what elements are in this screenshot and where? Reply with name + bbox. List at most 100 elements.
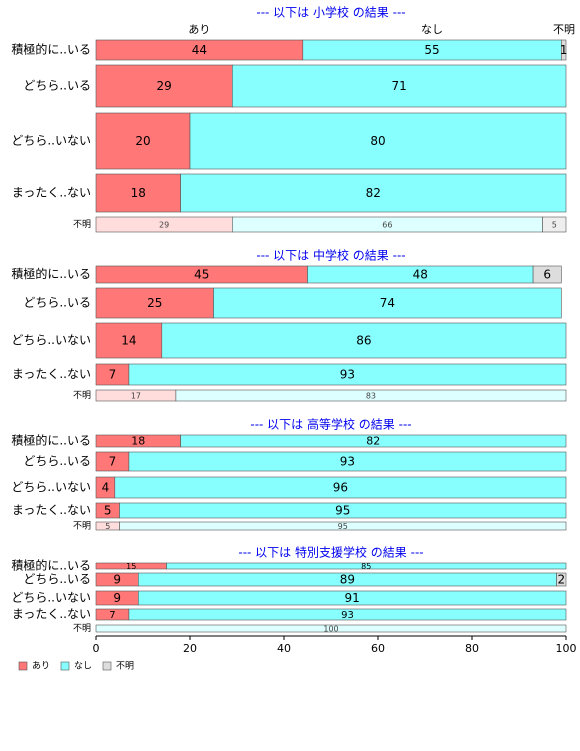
- data-label: 18: [131, 186, 146, 200]
- data-label: 96: [333, 481, 348, 495]
- data-label: 93: [340, 368, 355, 382]
- row-label: まったく..ない: [12, 367, 91, 381]
- data-label: 2: [557, 573, 565, 587]
- bar-segment: [166, 562, 567, 570]
- bar-segment: [180, 434, 567, 448]
- data-label: 86: [356, 334, 371, 348]
- data-label: 9: [113, 573, 121, 587]
- bar-segment: [128, 451, 567, 472]
- panel-title: --- 以下は 特別支援学校 の結果 ---: [238, 545, 423, 560]
- row-label: どちら..いない: [11, 591, 91, 605]
- data-label: 20: [135, 134, 150, 148]
- legend-label: あり: [32, 661, 50, 672]
- data-label: 4: [102, 481, 110, 495]
- data-label: 91: [345, 591, 360, 605]
- data-label: 55: [424, 43, 439, 57]
- data-label: 93: [341, 610, 354, 621]
- x-tick-label: 80: [465, 642, 479, 655]
- row-label: 積極的に..いる: [11, 558, 91, 573]
- row-label: 積極的に..いる: [11, 266, 91, 281]
- bar-segment: [138, 590, 567, 606]
- bar-segment: [189, 112, 567, 170]
- data-label: 5: [104, 504, 112, 518]
- data-label: 44: [192, 43, 207, 57]
- row-label: どちら..いない: [11, 333, 91, 347]
- bar-segment: [560, 39, 567, 61]
- row-label: どちら..いる: [23, 296, 91, 310]
- data-label: 89: [340, 573, 355, 587]
- x-tick-label: 20: [183, 642, 197, 655]
- data-label: 80: [370, 134, 385, 148]
- data-label: 15: [126, 562, 136, 571]
- row-label: まったく..ない: [12, 607, 91, 621]
- bar-segment: [175, 389, 567, 402]
- data-label: 83: [366, 392, 376, 401]
- x-tick-label: 40: [277, 642, 291, 655]
- data-label: 95: [335, 504, 350, 518]
- data-label: 45: [194, 268, 209, 282]
- data-label: 7: [109, 610, 115, 621]
- data-label: 82: [366, 186, 381, 200]
- data-label: 85: [361, 562, 371, 571]
- row-label: どちら..いない: [11, 134, 91, 148]
- data-label: 71: [392, 79, 407, 93]
- row-label: 不明: [73, 623, 91, 634]
- header-label: あり: [188, 23, 210, 36]
- row-label: どちら..いない: [11, 480, 91, 494]
- legend-swatch: [18, 661, 28, 671]
- bar-segment: [213, 287, 562, 319]
- data-label: 66: [382, 221, 392, 230]
- data-label: 7: [109, 368, 117, 382]
- bar-segment: [95, 322, 163, 359]
- data-label: 29: [159, 221, 169, 230]
- row-label: 積極的に..いる: [11, 42, 91, 57]
- bar-segment: [114, 476, 567, 499]
- panel-title: --- 以下は 高等学校 の結果 ---: [250, 417, 411, 432]
- bar-segment: [119, 521, 567, 531]
- legend-label: なし: [74, 661, 92, 672]
- row-label: 不明: [73, 521, 91, 532]
- data-label: 5: [552, 221, 557, 230]
- row-label: まったく..ない: [12, 503, 91, 517]
- data-label: 17: [131, 392, 141, 401]
- row-label: どちら..いる: [23, 454, 91, 468]
- row-label: どちら..いる: [23, 79, 91, 93]
- row-label: どちら..いる: [23, 572, 91, 586]
- row-label: 積極的に..いる: [11, 433, 91, 448]
- bar-segment: [532, 265, 562, 284]
- bar-segment: [556, 572, 567, 587]
- data-label: 29: [157, 79, 172, 93]
- panel-title: --- 以下は 中学校 の結果 ---: [256, 248, 405, 263]
- row-label: まったく..ない: [12, 186, 91, 200]
- legend-label: 不明: [116, 661, 134, 672]
- data-label: 74: [380, 296, 395, 310]
- data-label: 95: [338, 522, 348, 531]
- data-label: 48: [413, 268, 428, 282]
- x-tick-label: 0: [93, 642, 100, 655]
- row-label: 不明: [73, 390, 91, 401]
- legend-swatch: [102, 661, 112, 671]
- bar-segment: [180, 173, 567, 213]
- x-tick-label: 100: [556, 642, 577, 655]
- bar-segment: [542, 216, 567, 233]
- panel-title: --- 以下は 小学校 の結果 ---: [256, 5, 405, 20]
- bar-segment: [95, 287, 214, 319]
- legend-swatch: [60, 661, 70, 671]
- bar-segment: [232, 64, 567, 108]
- bar-segment: [119, 502, 567, 519]
- bar-segment: [95, 173, 181, 213]
- header-label: 不明: [553, 23, 575, 36]
- bar-segment: [128, 608, 567, 621]
- data-label: 5: [105, 522, 110, 531]
- x-tick-label: 60: [371, 642, 385, 655]
- bar-segment: [95, 624, 567, 633]
- data-label: 1: [560, 43, 568, 57]
- data-label: 25: [147, 296, 162, 310]
- bar-segment: [95, 112, 191, 170]
- data-label: 9: [113, 591, 121, 605]
- bar-segment: [128, 363, 567, 386]
- data-label: 93: [340, 455, 355, 469]
- data-label: 100: [323, 625, 338, 634]
